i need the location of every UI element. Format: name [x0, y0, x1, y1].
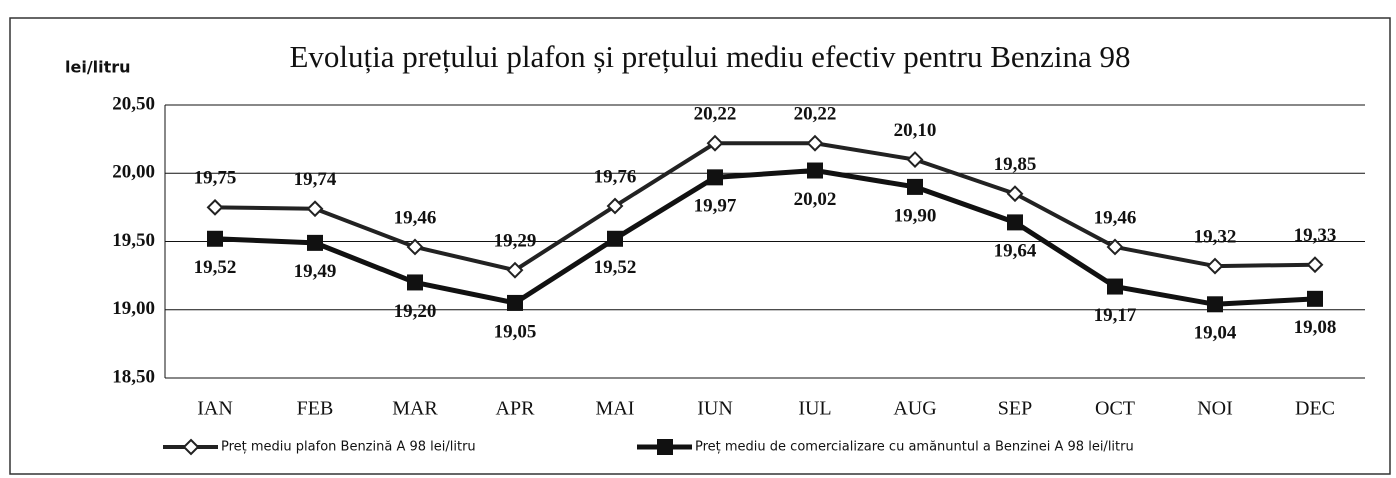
data-label: 19,97 [694, 196, 737, 217]
data-label: 19,64 [994, 241, 1037, 262]
point-marker [507, 294, 523, 311]
y-tick-label: 19,00 [112, 298, 155, 319]
data-label: 19,46 [1094, 207, 1137, 228]
point-marker [607, 230, 623, 247]
data-label: 19,90 [894, 205, 937, 226]
x-tick-label: FEB [297, 398, 334, 420]
point-marker [406, 238, 424, 256]
chart-title: Evoluția prețului plafon și prețului med… [289, 39, 1130, 74]
data-label: 19,49 [294, 261, 337, 282]
point-marker [207, 230, 223, 247]
data-label: 19,75 [194, 168, 237, 189]
legend-marker [657, 439, 673, 455]
data-label: 19,74 [294, 169, 337, 190]
point-marker [706, 134, 724, 152]
y-axis-label: lei/litru [65, 58, 131, 77]
series-line [214, 168, 1316, 307]
data-label: 19,29 [494, 231, 537, 252]
data-label: 19,52 [594, 257, 637, 278]
chart-frame [9, 17, 1391, 475]
point-marker [1206, 257, 1224, 275]
x-tick-label: MAI [596, 398, 635, 420]
data-label: 20,22 [794, 104, 837, 125]
point-marker [1207, 296, 1223, 313]
point-marker [306, 200, 324, 218]
data-label: 19,05 [494, 321, 537, 342]
data-label: 19,04 [1194, 323, 1237, 344]
point-marker [206, 198, 224, 216]
x-tick-label: NOI [1197, 398, 1233, 420]
data-label: 19,33 [1294, 225, 1337, 246]
data-label: 20,02 [794, 189, 837, 210]
x-tick-label: IUL [798, 398, 831, 420]
x-tick-label: OCT [1095, 398, 1135, 420]
data-label: 19,20 [394, 301, 437, 322]
point-marker [1107, 278, 1123, 295]
data-label: 20,10 [894, 120, 937, 141]
point-marker [806, 134, 824, 152]
x-tick-label: APR [496, 398, 536, 420]
data-label: 19,85 [994, 154, 1037, 175]
point-marker [1106, 238, 1124, 256]
x-tick-label: SEP [998, 398, 1032, 420]
data-label: 19,32 [1194, 226, 1237, 247]
point-marker [1007, 214, 1023, 231]
x-tick-label: MAR [392, 398, 438, 420]
data-label: 19,46 [394, 207, 437, 228]
legend-label: Preț mediu de comercializare cu amănuntu… [695, 440, 1134, 455]
point-marker [907, 178, 923, 195]
point-marker [906, 151, 924, 169]
x-tick-label: DEC [1295, 398, 1335, 420]
data-label: 19,17 [1094, 305, 1137, 326]
legend-marker [182, 438, 200, 456]
point-marker [1307, 290, 1323, 307]
point-marker [707, 169, 723, 186]
data-label: 19,76 [594, 166, 637, 187]
data-label: 19,52 [194, 257, 237, 278]
data-label: 20,22 [694, 104, 737, 125]
data-label: 19,08 [1294, 317, 1337, 338]
x-tick-label: IUN [697, 398, 733, 420]
legend-label: Preț mediu plafon Benzină A 98 lei/litru [221, 440, 476, 455]
y-tick-label: 18,50 [112, 366, 155, 387]
point-marker [606, 197, 624, 215]
point-marker [506, 261, 524, 279]
series-line [214, 141, 1316, 273]
y-tick-label: 20,50 [112, 93, 155, 114]
point-marker [807, 162, 823, 179]
y-tick-label: 19,50 [112, 230, 155, 251]
y-tick-label: 20,00 [112, 162, 155, 183]
point-marker [407, 274, 423, 291]
x-tick-label: AUG [893, 398, 936, 420]
x-tick-label: IAN [197, 398, 233, 420]
point-marker [1306, 256, 1324, 274]
point-marker [1006, 185, 1024, 203]
point-marker [307, 234, 323, 251]
